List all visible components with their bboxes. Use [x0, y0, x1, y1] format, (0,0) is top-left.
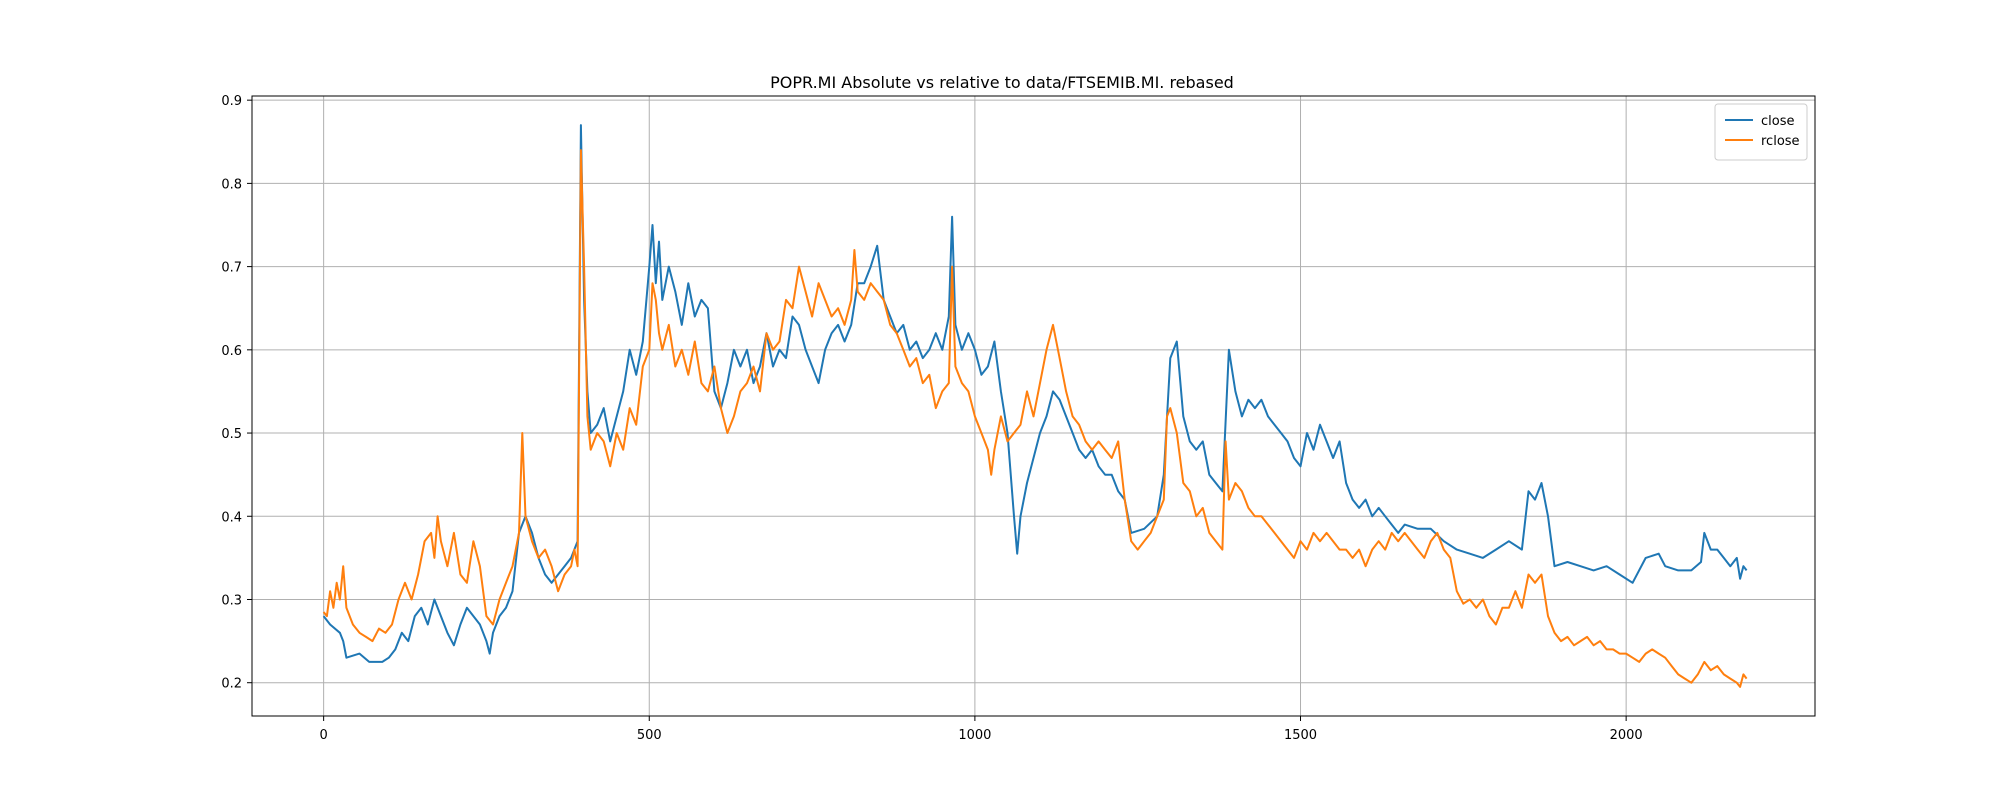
legend-box [1714, 103, 1808, 161]
y-tick-label: 0.6 [221, 344, 242, 359]
x-tick-label: 0 [319, 728, 327, 743]
x-tick-label: 1500 [1284, 728, 1317, 743]
legend-label-close: close [1761, 114, 1794, 129]
series-line-rclose [322, 149, 1748, 688]
legend: close rclose [1714, 103, 1808, 161]
y-tick-label: 0.5 [221, 427, 242, 442]
x-tick-label: 1000 [958, 728, 991, 743]
y-tick-label: 0.3 [221, 593, 242, 608]
series-lines [322, 124, 1748, 688]
grid-lines [252, 96, 1815, 716]
series-line-close [322, 124, 1748, 663]
x-tick-label: 2000 [1610, 728, 1643, 743]
legend-label-rclose: rclose [1761, 134, 1800, 149]
plot-frame [251, 95, 1816, 717]
y-tick-label: 0.8 [221, 177, 242, 192]
chart-title: POPR.MI Absolute vs relative to data/FTS… [770, 73, 1234, 92]
y-tick-label: 0.2 [221, 677, 242, 692]
y-tick-label: 0.9 [221, 94, 242, 109]
axes: 0 500 1000 1500 2000 0.2 0.3 0.4 0.5 0.6 0.7 0.8 0.9 [221, 94, 1816, 743]
y-tick-label: 0.4 [221, 510, 242, 525]
x-tick-label: 500 [637, 728, 662, 743]
y-tick-label: 0.7 [221, 261, 242, 276]
